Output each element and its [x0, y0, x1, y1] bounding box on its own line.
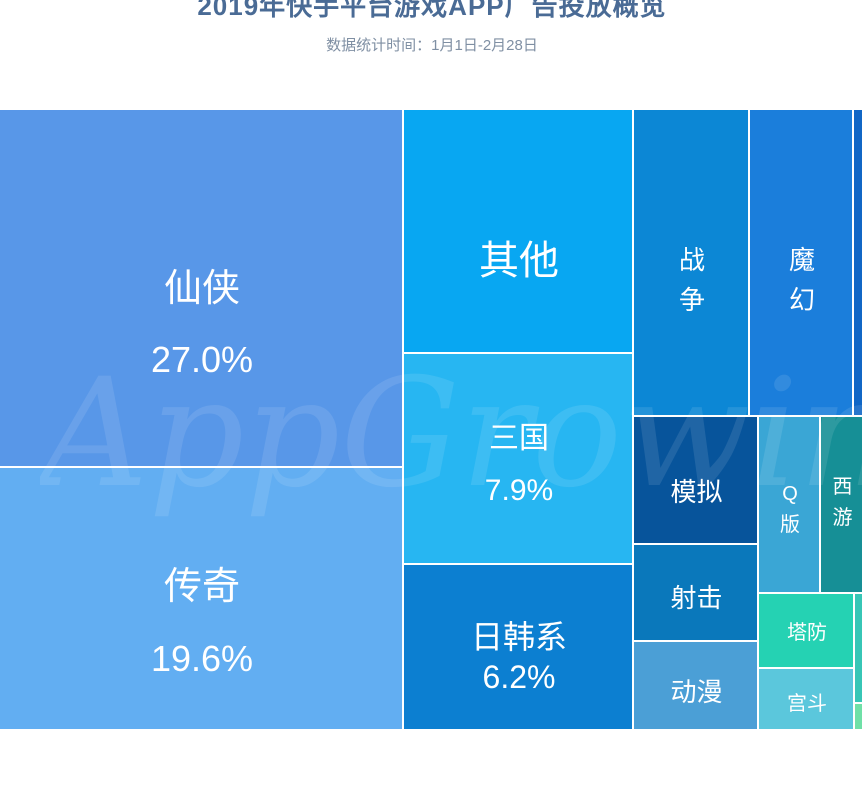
tile-label: 日韩系 — [470, 619, 567, 655]
treemap-tile-dongman: 动漫 — [634, 642, 759, 731]
tile-value: 19.6% — [150, 638, 254, 679]
tile-label: 射击 — [670, 583, 723, 613]
treemap-tile-rihanxi: 日韩系 6.2% — [404, 565, 634, 731]
tile-label: 模拟 — [670, 477, 723, 507]
treemap-tile-extra-green — [855, 704, 864, 731]
chart-subtitle: 数据统计时间：1月1日-2月28日 — [326, 37, 538, 54]
treemap-tile-qita: 其他 — [404, 110, 634, 354]
treemap-tile-xianxia: 仙侠 27.0% — [0, 110, 404, 468]
treemap-tile-mohuan: 魔 幻 — [750, 110, 854, 417]
tile-label: 传奇 — [163, 566, 240, 608]
treemap-tile-gongdou: 宫斗 — [759, 669, 855, 731]
tile-value: 6.2% — [482, 659, 556, 695]
tile-label: 西 游 — [832, 476, 853, 529]
treemap-tile-tafang: 塔防 — [759, 594, 855, 669]
treemap-tile-moni: 模拟 — [634, 417, 759, 545]
treemap-tile-extra-teal — [855, 594, 864, 704]
tile-label: 仙侠 — [163, 268, 240, 310]
tile-label: 战 争 — [678, 245, 705, 316]
tile-label: 魔 幻 — [788, 245, 815, 316]
tile-label: 其他 — [479, 239, 559, 283]
chart-title: 2019年快手平台游戏APP广告投放概览 — [197, 0, 667, 21]
treemap-tile-xiyou: 西 游 — [821, 417, 864, 594]
treemap-chart: 仙侠 27.0% 传奇 19.6% 其他三国 7.9% 日韩系 6.2% 战 争 魔 幻模拟射击动… — [0, 110, 864, 731]
tile-label: Q 版 — [780, 483, 800, 536]
tile-value: 7.9% — [484, 474, 554, 507]
treemap-tile-zhanzheng: 战 争 — [634, 110, 750, 417]
tile-label: 动漫 — [670, 677, 723, 707]
treemap-tile-sheji: 射击 — [634, 545, 759, 642]
tile-label: 宫斗 — [787, 693, 827, 715]
treemap-tile-qban: Q 版 — [759, 417, 821, 594]
tile-label: 塔防 — [787, 622, 827, 644]
treemap-tile-chuanqi: 传奇 19.6% — [0, 468, 404, 731]
tile-label: 三国 — [489, 422, 549, 455]
treemap-tile-extra-blue — [854, 110, 864, 417]
tile-value: 27.0% — [150, 339, 254, 380]
treemap-tile-sanguo: 三国 7.9% — [404, 354, 634, 565]
